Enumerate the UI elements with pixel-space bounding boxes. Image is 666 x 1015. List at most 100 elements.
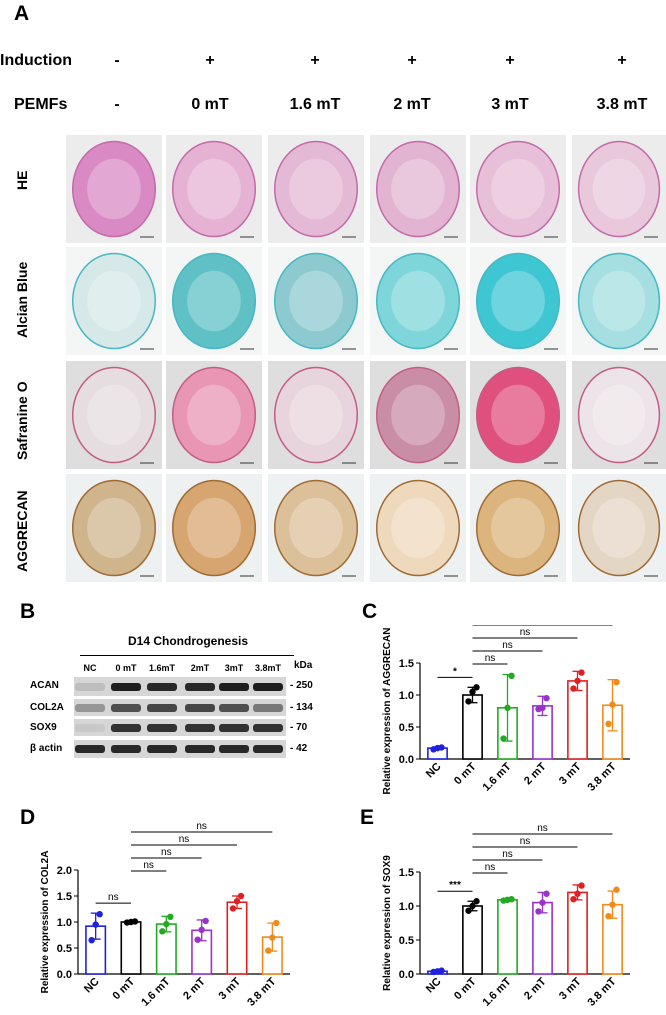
x-tick-label: 1.6 mT xyxy=(480,760,513,793)
data-point xyxy=(504,704,511,711)
induction-5: + xyxy=(617,52,627,69)
data-point xyxy=(96,911,103,918)
wb-band xyxy=(253,745,283,753)
row-label-safranine: Safranine O xyxy=(14,381,30,460)
significance-label: *** xyxy=(449,880,461,891)
wb-band xyxy=(253,682,283,691)
wb-band xyxy=(111,745,141,753)
wb-band xyxy=(111,682,141,691)
row-label-aggrecan: AGGRECAN xyxy=(14,490,30,572)
significance-label: ns xyxy=(108,892,119,903)
wb-band-label-2: SOX9 xyxy=(30,722,57,733)
tissue-section xyxy=(475,252,561,350)
induction-4: + xyxy=(505,52,515,69)
y-tick-label: 0.0 xyxy=(57,969,72,981)
tissue-section xyxy=(273,252,359,350)
wb-band xyxy=(185,703,215,712)
y-axis-label: Relative expression of AGGRECAN xyxy=(382,628,393,795)
wb-lane-3: 2mT xyxy=(190,663,210,673)
x-tick-label: 3 mT xyxy=(216,975,243,1002)
histology-tile-r1-c1 xyxy=(166,247,262,355)
tissue-section xyxy=(273,366,359,464)
data-point xyxy=(265,947,272,954)
data-point xyxy=(500,735,507,742)
panel-letter-d: D xyxy=(20,806,36,829)
wb-lane-5: 3.8mT xyxy=(254,663,281,673)
data-point xyxy=(465,698,472,705)
histology-tile-r0-c1 xyxy=(166,135,262,243)
tissue-section xyxy=(375,252,461,350)
pemfs-0: - xyxy=(114,96,120,113)
data-point xyxy=(605,913,612,920)
histology-tile-r2-c3 xyxy=(370,361,466,469)
tissue-section xyxy=(171,252,257,350)
data-point xyxy=(605,720,612,727)
bar xyxy=(567,891,588,975)
tissue-section xyxy=(171,479,257,577)
y-tick-label: 0.0 xyxy=(399,969,414,981)
wb-kda-label: kDa xyxy=(294,660,313,671)
histology-tile-r0-c4 xyxy=(470,135,566,243)
wb-strip-0 xyxy=(74,677,286,696)
y-tick-label: 0.0 xyxy=(399,754,414,766)
significance-label: ns xyxy=(520,836,531,847)
data-point xyxy=(465,907,472,914)
histology-tile-r0-c0 xyxy=(66,135,162,243)
significance-label: ns xyxy=(520,627,531,638)
wb-band xyxy=(185,682,215,691)
significance-label: ns xyxy=(537,823,548,834)
wb-band xyxy=(147,682,177,691)
histology-tile-r1-c0 xyxy=(66,247,162,355)
data-point xyxy=(574,677,581,685)
data-point xyxy=(273,919,280,927)
wb-band xyxy=(253,703,283,712)
data-point xyxy=(539,704,546,711)
data-point xyxy=(229,905,237,912)
induction-2: + xyxy=(310,52,320,69)
wb-band-label-0: ACAN xyxy=(30,680,59,691)
wb-band xyxy=(219,723,249,732)
x-tick-label: 1.6 mT xyxy=(480,975,513,1008)
bar xyxy=(462,694,483,760)
tissue-section xyxy=(273,140,359,238)
wb-lane-2: 1.6mT xyxy=(148,663,175,673)
chart-aggrecan: 0.0 0.5 1.0 1.5 Relative expression of AGGRE… xyxy=(382,625,630,795)
wb-band xyxy=(219,745,249,753)
data-point xyxy=(88,937,95,944)
histology-tile-r2-c0 xyxy=(66,361,162,469)
histology-tile-r3-c1 xyxy=(166,474,262,582)
significance-label: ns xyxy=(502,849,513,860)
pemfs-2: 1.6 mT xyxy=(289,96,341,113)
wb-band xyxy=(219,703,249,712)
wb-title: D14 Chondrogenesis xyxy=(128,634,249,648)
histology-tile-r2-c4 xyxy=(470,361,566,469)
data-point xyxy=(92,921,99,928)
histology-tile-r0-c2 xyxy=(268,135,364,243)
wb-band-label-3: β actin xyxy=(30,743,63,754)
data-point xyxy=(578,882,585,889)
significance-label: ns xyxy=(161,847,172,858)
y-axis-label: Relative expression of SOX9 xyxy=(382,855,393,991)
histology-tile-r1-c5 xyxy=(572,247,666,355)
data-point xyxy=(167,913,174,920)
y-tick-label: 1.0 xyxy=(399,901,414,913)
x-tick-label: 1.6 mT xyxy=(139,975,172,1008)
data-point xyxy=(202,917,209,925)
tissue-section xyxy=(577,252,661,350)
tissue-section xyxy=(375,140,461,238)
wb-band xyxy=(147,723,177,732)
tissue-section xyxy=(273,479,359,577)
data-point xyxy=(131,918,139,925)
bar xyxy=(462,905,483,975)
x-tick-label: NC xyxy=(82,976,102,996)
x-tick-label: 0 mT xyxy=(452,975,479,1002)
x-tick-label: 0 mT xyxy=(452,760,479,787)
x-tick-label: 3.8 mT xyxy=(245,975,278,1008)
data-point xyxy=(609,901,616,908)
data-point xyxy=(570,685,577,692)
data-point xyxy=(578,669,585,676)
tissue-section xyxy=(171,140,257,238)
histology-tile-r1-c3 xyxy=(370,247,466,355)
panel-letter-a: A xyxy=(14,2,30,25)
tissue-section xyxy=(71,140,157,238)
